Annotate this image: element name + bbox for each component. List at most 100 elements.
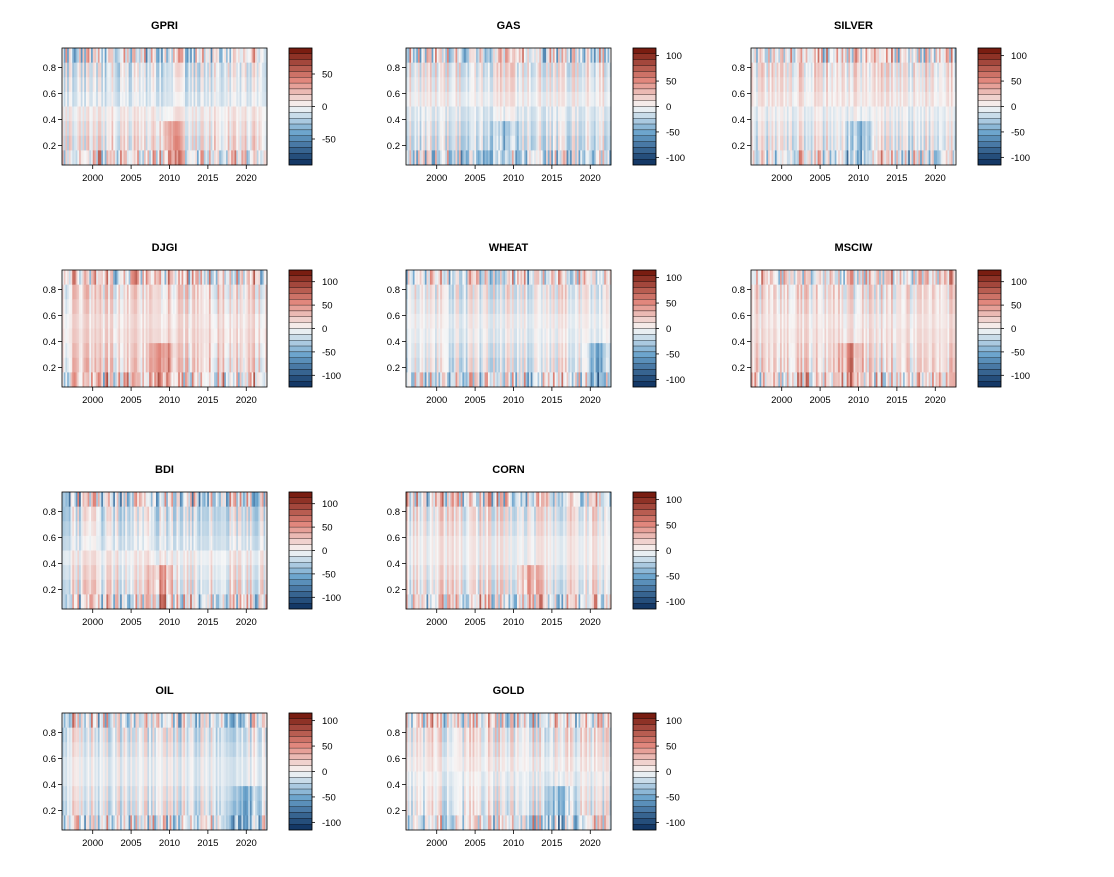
heatmap-cell	[435, 77, 438, 93]
heatmap-cell	[82, 357, 85, 373]
color-tick-label: 100	[666, 51, 682, 62]
heatmap-cell	[954, 121, 957, 137]
heatmap-cell	[915, 48, 918, 64]
heatmap-cell	[580, 313, 583, 329]
heatmap-cell	[759, 106, 762, 122]
heatmap-cell	[554, 62, 557, 78]
heatmap-cell	[94, 328, 97, 344]
heatmap-cell	[595, 106, 598, 122]
heatmap-cell	[113, 343, 116, 359]
heatmap-cell	[261, 48, 264, 64]
heatmap-cell	[479, 328, 482, 344]
heatmap-cell	[229, 91, 232, 107]
color-bar-segment	[288, 88, 313, 95]
heatmap-cell	[805, 91, 808, 107]
heatmap-cell	[465, 372, 468, 388]
heatmap-cell	[469, 343, 472, 359]
heatmap-cell	[476, 62, 479, 78]
heatmap-cell	[498, 328, 501, 344]
heatmap-cell	[154, 357, 157, 373]
heatmap-cell	[773, 150, 776, 166]
heatmap-cell	[954, 91, 957, 107]
heatmap-cell	[198, 270, 201, 286]
heatmap-cell	[190, 135, 193, 151]
heatmap-cell	[539, 299, 542, 315]
heatmap-cell	[551, 284, 554, 300]
heatmap-cell	[915, 62, 918, 78]
heatmap-cell	[858, 150, 861, 166]
heatmap-cell	[414, 135, 417, 151]
heatmap-cell	[111, 343, 114, 359]
heatmap-cell	[486, 48, 489, 64]
heatmap-cell	[173, 313, 176, 329]
heatmap-cell	[203, 357, 206, 373]
heatmap-cell	[848, 121, 851, 137]
heatmap-cell	[265, 313, 268, 329]
heatmap-cell	[75, 343, 78, 359]
heatmap-cell	[70, 135, 73, 151]
heatmap-cell	[810, 77, 813, 93]
heatmap-cell	[118, 135, 121, 151]
heatmap-cell	[123, 62, 126, 78]
heatmap-cell	[460, 62, 463, 78]
heatmap-cell	[551, 77, 554, 93]
heatmap-cell	[576, 135, 579, 151]
heatmap-cell	[150, 357, 153, 373]
heatmap-cell	[67, 48, 70, 64]
heatmap-cell	[409, 150, 412, 166]
heatmap-cell	[111, 48, 114, 64]
heatmap-cell	[181, 343, 184, 359]
heatmap-cell	[82, 372, 85, 388]
heatmap-cell	[406, 284, 409, 300]
heatmap-cell	[104, 313, 107, 329]
heatmap-cell	[188, 121, 191, 137]
heatmap-cell	[479, 135, 482, 151]
heatmap-cell	[585, 106, 588, 122]
heatmap-cell	[580, 357, 583, 373]
heatmap-cell	[94, 284, 97, 300]
heatmap-cell	[481, 372, 484, 388]
heatmap-cell	[488, 106, 491, 122]
heatmap-cell	[191, 372, 194, 388]
heatmap-cell	[99, 62, 102, 78]
x-tick-label: 2015	[541, 173, 562, 184]
heatmap-cell	[161, 328, 164, 344]
heatmap-cell	[821, 91, 824, 107]
heatmap-cell	[103, 372, 106, 388]
heatmap-cell	[157, 106, 160, 122]
heatmap-cell	[70, 299, 73, 315]
heatmap-cell	[771, 106, 774, 122]
heatmap-cell	[460, 372, 463, 388]
heatmap-cell	[125, 135, 128, 151]
heatmap-cell	[255, 328, 258, 344]
heatmap-cell	[949, 62, 952, 78]
heatmap-cell	[891, 106, 894, 122]
heatmap-cell	[457, 121, 460, 137]
heatmap-cell	[436, 106, 439, 122]
heatmap-cell	[231, 77, 234, 93]
heatmap-cell	[256, 357, 259, 373]
heatmap-cell	[464, 77, 467, 93]
heatmap-cell	[602, 299, 605, 315]
heatmap-cell	[75, 313, 78, 329]
heatmap-cell	[407, 357, 410, 373]
heatmap-cell	[416, 135, 419, 151]
heatmap-cell	[554, 77, 557, 93]
heatmap-cell	[867, 77, 870, 93]
color-tick-label: -50	[322, 347, 336, 358]
heatmap-cell	[566, 343, 569, 359]
heatmap-cell	[595, 328, 598, 344]
heatmap-cell	[482, 299, 485, 315]
heatmap-cell	[469, 357, 472, 373]
heatmap-cell	[827, 62, 830, 78]
heatmap-cell	[925, 77, 928, 93]
heatmap-cell	[429, 77, 433, 93]
heatmap-cell	[174, 343, 177, 359]
heatmap-cell	[108, 328, 111, 344]
heatmap-cell	[525, 343, 528, 359]
heatmap-cell	[84, 270, 87, 286]
heatmap-cell	[481, 284, 484, 300]
heatmap-cell	[844, 62, 848, 78]
